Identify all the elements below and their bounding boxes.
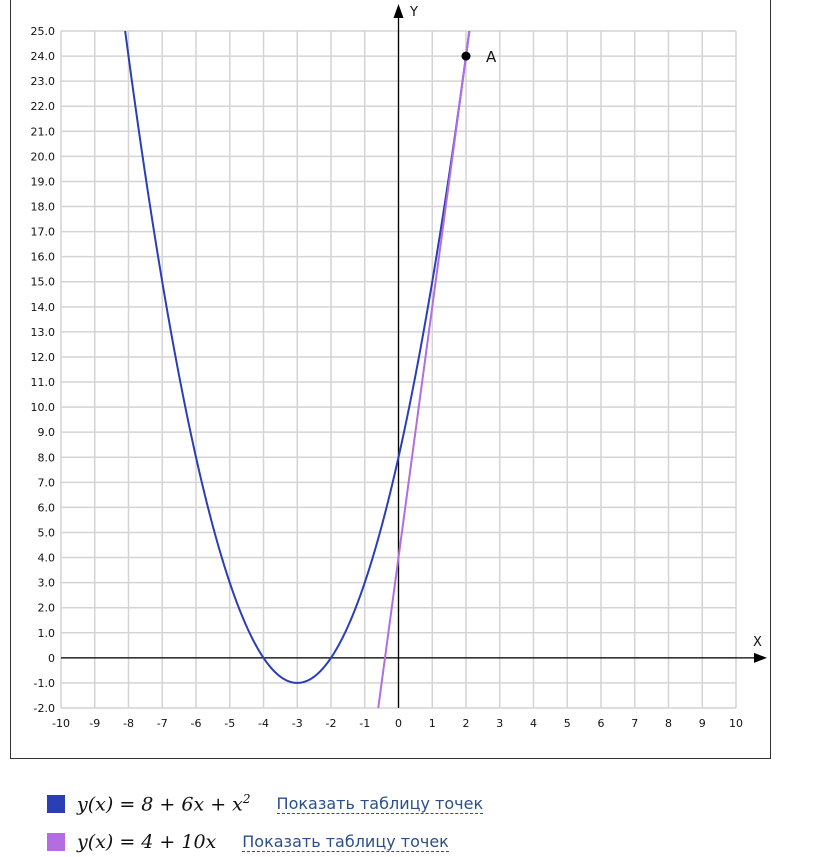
y-tick-label: 22.0 (31, 100, 56, 113)
legend-swatch (47, 795, 65, 813)
y-tick-label: 1.0 (38, 627, 56, 640)
x-tick-label: -6 (191, 717, 202, 730)
y-tick-label: 13.0 (31, 326, 56, 339)
x-tick-label: -1 (359, 717, 370, 730)
show-points-table-link[interactable]: Показать таблицу точек (276, 793, 484, 814)
y-tick-label: 10.0 (31, 401, 56, 414)
y-tick-label: 17.0 (31, 226, 56, 239)
x-tick-label: -10 (52, 717, 70, 730)
legend-swatch (47, 833, 65, 851)
x-tick-label: 6 (598, 717, 605, 730)
x-tick-label: 4 (530, 717, 537, 730)
legend-item-2: y(x) = 4 + 10x Показать таблицу точек (47, 827, 449, 857)
x-tick-label: -4 (258, 717, 269, 730)
y-tick-label: 4.0 (38, 552, 56, 565)
x-tick-label: 0 (395, 717, 402, 730)
x-tick-label: -3 (292, 717, 303, 730)
y-tick-label: 7.0 (38, 476, 56, 489)
x-tick-label: 1 (429, 717, 436, 730)
y-tick-label: 0 (48, 652, 55, 665)
y-axis-arrow (393, 4, 404, 18)
y-tick-label: 5.0 (38, 526, 56, 539)
x-axis-label: X (753, 635, 762, 650)
show-points-table-link[interactable]: Показать таблицу точек (242, 831, 449, 852)
x-tick-label: 10 (729, 717, 743, 730)
function-graph: -10 -9 -8 -7 -6 -5 -4 -3 -2 -1 0 1 2 3 4 5 6 7 8 9 10-2.0-1.… (31, 4, 767, 730)
x-tick-label: -5 (224, 717, 235, 730)
y-tick-label: 14.0 (31, 301, 56, 314)
y-tick-label: 20.0 (31, 150, 56, 163)
legend-item-1: y(x) = 8 + 6x + x2 Показать таблицу точе… (47, 789, 484, 819)
y-axis-label: Y (409, 5, 418, 20)
y-tick-label: 3.0 (38, 577, 56, 590)
y-tick-label: 24.0 (31, 50, 56, 63)
y-tick-label: 15.0 (31, 276, 56, 289)
chart-frame (10, 0, 771, 759)
y-tick-label: 9.0 (38, 426, 56, 439)
y-tick-label: 21.0 (31, 125, 56, 138)
x-tick-label: -2 (326, 717, 337, 730)
x-tick-label: 7 (631, 717, 638, 730)
y-tick-label: 18.0 (31, 201, 56, 214)
series-1-curve (124, 31, 471, 684)
legend-formula-exponent: 2 (242, 792, 251, 807)
y-tick-label: 12.0 (31, 351, 56, 364)
y-tick-label: 19.0 (31, 175, 56, 188)
x-tick-label: 8 (665, 717, 672, 730)
y-tick-label: 8.0 (38, 451, 56, 464)
point-label: A (486, 48, 497, 66)
legend-formula: y(x) = 4 + 10x (77, 831, 217, 853)
y-tick-label: -2.0 (34, 702, 55, 715)
x-tick-label: 2 (463, 717, 470, 730)
y-tick-label: 16.0 (31, 251, 56, 264)
y-tick-label: 6.0 (38, 501, 56, 514)
y-tick-label: 23.0 (31, 75, 56, 88)
x-tick-label: 5 (564, 717, 571, 730)
x-axis-arrow (754, 652, 767, 663)
point-marker (461, 51, 471, 61)
y-tick-label: 25.0 (31, 25, 56, 38)
x-tick-label: -9 (89, 717, 100, 730)
x-tick-label: 3 (496, 717, 503, 730)
x-tick-label: -8 (123, 717, 134, 730)
y-tick-label: 2.0 (38, 602, 56, 615)
y-tick-label: 11.0 (31, 376, 56, 389)
legend-formula-main: y(x) = 8 + 6x + x (77, 793, 243, 816)
y-tick-label: -1.0 (34, 677, 55, 690)
series-2-curve (377, 31, 471, 708)
legend-formula: y(x) = 8 + 6x + x2 (77, 792, 251, 815)
x-tick-label: 9 (699, 717, 706, 730)
x-tick-label: -7 (157, 717, 168, 730)
